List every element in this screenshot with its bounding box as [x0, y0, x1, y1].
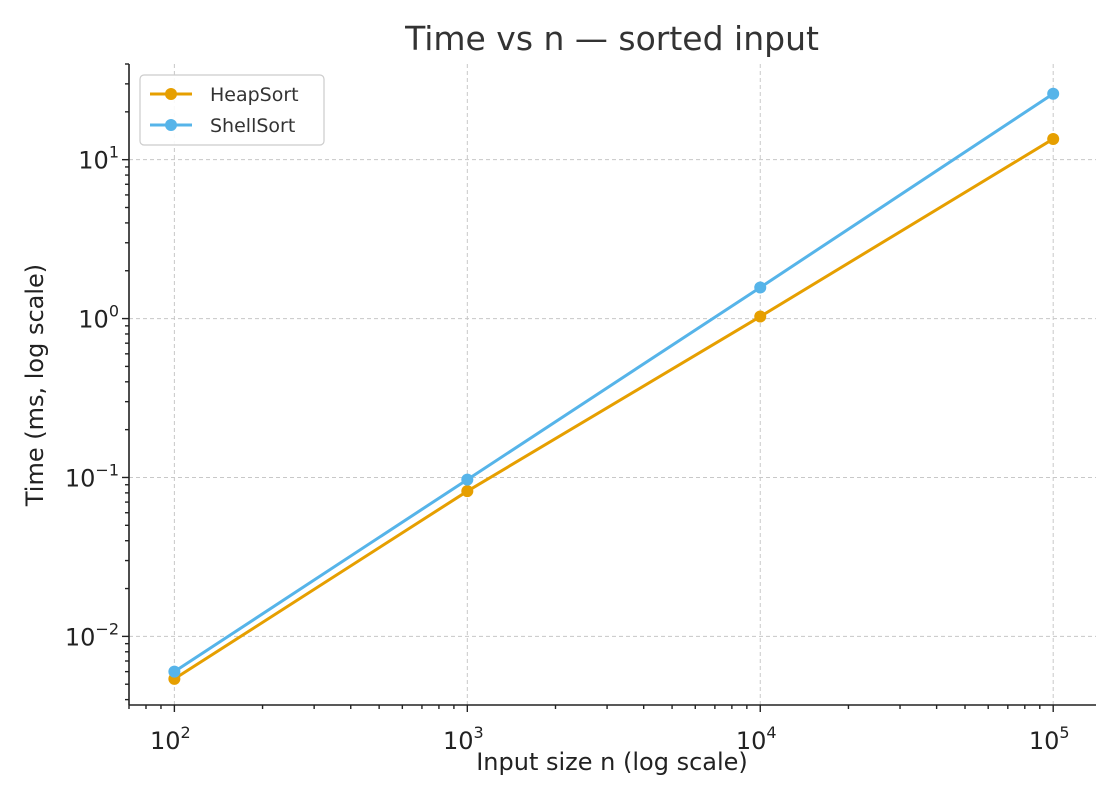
grid [129, 64, 1096, 705]
y-tick-label: 101 [78, 143, 119, 175]
legend: HeapSort ShellSort [139, 74, 325, 146]
series-heapsort [168, 132, 1060, 685]
x-tick-label: 105 [1029, 723, 1070, 755]
series-line-shellsort [173, 92, 1055, 673]
y-tick-label: 100 [78, 302, 119, 334]
data-point-shellsort [168, 665, 181, 678]
data-point-shellsort [754, 281, 767, 294]
y-axis-label: Time (ms, log scale) [21, 264, 49, 507]
legend-swatch-marker [165, 88, 177, 100]
data-point-shellsort [461, 473, 474, 486]
x-tick-label: 104 [736, 723, 777, 755]
legend-item-shellsort: ShellSort [150, 115, 295, 137]
x-tick-label: 102 [150, 723, 191, 755]
y-tick-label: 10−1 [65, 460, 119, 492]
series-line-heapsort [173, 137, 1054, 681]
chart-title: Time vs n — sorted input [404, 19, 819, 58]
plot-area [168, 87, 1060, 685]
data-point-heapsort [754, 310, 767, 323]
y-tick-label: 10−2 [65, 619, 119, 651]
axes [128, 64, 1096, 706]
data-point-shellsort [1047, 87, 1060, 100]
legend-item-heapsort: HeapSort [150, 84, 299, 106]
legend-label: ShellSort [210, 115, 295, 137]
data-point-heapsort [1047, 132, 1060, 145]
data-point-heapsort [461, 485, 474, 498]
series-shellsort [168, 87, 1060, 678]
legend-swatch-marker [165, 119, 177, 131]
legend-label: HeapSort [210, 84, 299, 106]
x-axis-label: Input size n (log scale) [476, 748, 748, 776]
ticks: 102 103 104 105 10−2 10−1 100 101 [65, 63, 1070, 755]
x-tick-label: 103 [443, 723, 484, 755]
